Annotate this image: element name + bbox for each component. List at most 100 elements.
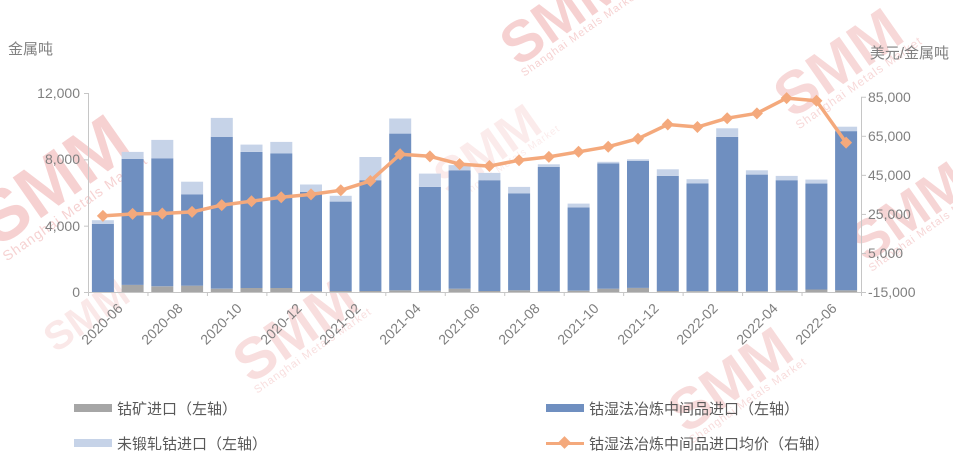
bar-segment	[300, 192, 322, 292]
bar-segment	[91, 220, 114, 224]
legend-item-unwrought-cobalt: 未锻轧钴进口（左轴）	[74, 434, 268, 453]
legend-swatch-lightblue-bar	[74, 439, 112, 447]
bar-segment	[270, 153, 293, 288]
bar-segment	[656, 175, 679, 291]
bar-segment	[240, 288, 263, 292]
bar-segment	[478, 180, 501, 291]
legend-swatch-gray-bar	[74, 404, 112, 412]
bar-segment	[151, 158, 174, 287]
bar-segment	[181, 285, 204, 292]
bar-segment	[567, 207, 590, 291]
bar-segment	[627, 161, 649, 288]
legend-item-average-price: 钴湿法冶炼中间品进口均价（右轴）	[546, 434, 830, 453]
line-marker-diamond	[186, 205, 199, 218]
line-marker-diamond	[126, 207, 139, 220]
line-marker-diamond	[750, 107, 763, 120]
legend-label: 未锻轧钴进口（左轴）	[117, 435, 268, 453]
left-axis-tick-label: 0	[72, 284, 80, 300]
bar-segment	[329, 291, 352, 292]
line-marker-diamond	[631, 132, 645, 145]
right-axis-tick-label: 65,000	[868, 127, 911, 144]
bar-segment	[300, 291, 322, 292]
bar-segment	[508, 290, 531, 292]
line-marker-diamond	[364, 174, 377, 187]
bar-segment	[359, 180, 382, 291]
bar-segment	[775, 180, 798, 291]
right-axis-tick-label: 85,000	[868, 88, 911, 105]
bar-segment	[716, 291, 739, 292]
line-marker-diamond	[334, 184, 347, 197]
bar-segment	[448, 170, 471, 289]
bar-segment	[389, 133, 412, 291]
bar-segment	[537, 167, 560, 292]
legend-item-cobalt-ore: 钴矿进口（左轴）	[74, 399, 238, 418]
line-marker-diamond	[691, 120, 704, 134]
bar-segment	[835, 290, 858, 292]
bar-segment	[597, 288, 620, 292]
legend-swatch-darkblue-bar	[546, 404, 584, 412]
bar-segment	[835, 126, 858, 132]
right-axis-tick-label: 45,000	[868, 166, 911, 183]
legend-label: 钴湿法冶炼中间品进口均价（右轴）	[589, 435, 830, 453]
bar-segment	[627, 159, 649, 161]
bar-segment	[656, 291, 679, 292]
bar-segment	[745, 291, 768, 292]
line-marker-diamond	[275, 191, 288, 204]
line-marker-diamond	[245, 195, 258, 208]
bar-segment	[240, 144, 263, 152]
bar-segment	[567, 203, 590, 208]
bar-segment	[151, 286, 174, 292]
line-marker-diamond	[513, 154, 526, 167]
bar-segment	[537, 164, 560, 167]
bar-segment	[389, 290, 412, 292]
bar-segment	[805, 183, 828, 290]
bar-segment	[329, 195, 352, 202]
right-axis-tick-label: 5,000	[868, 244, 904, 261]
bar-segment	[805, 179, 828, 184]
right-axis-unit-label: 美元/金属吨	[869, 45, 949, 62]
line-marker-diamond	[96, 209, 109, 222]
bar-segment	[270, 288, 293, 292]
bar-segment	[359, 291, 382, 292]
bar-segment	[300, 184, 322, 192]
bar-segment	[418, 290, 441, 292]
bar-segment	[508, 186, 531, 194]
bar-segment	[121, 159, 144, 285]
line-marker-diamond	[394, 148, 407, 161]
line-marker-diamond	[483, 160, 496, 173]
bar-segment	[775, 290, 798, 292]
bar-segment	[627, 287, 649, 292]
bar-segment	[597, 163, 620, 289]
line-marker-diamond	[780, 92, 793, 105]
bar-segment	[656, 169, 679, 176]
bar-segment	[418, 186, 441, 291]
bar-segment	[567, 290, 590, 292]
line-marker-diamond	[602, 140, 615, 153]
bar-segment	[121, 284, 144, 292]
bar-segment	[478, 291, 501, 292]
bar-segment	[210, 117, 233, 137]
bar-segment	[686, 183, 709, 292]
bar-segment	[121, 151, 144, 159]
bar-segment	[745, 174, 768, 292]
bar-segment	[210, 288, 233, 292]
bar-segment	[716, 128, 739, 137]
bar-segment	[329, 201, 352, 291]
legend-label: 钴矿进口（左轴）	[117, 400, 238, 418]
bar-segment	[418, 173, 441, 187]
bar-segment	[686, 291, 709, 292]
legend-label: 钴湿法冶炼中间品进口（左轴）	[589, 400, 800, 418]
bar-segment	[686, 179, 709, 184]
line-marker-diamond	[572, 145, 585, 158]
bar-segment	[240, 151, 263, 288]
line-marker-diamond	[423, 150, 436, 163]
left-axis-tick-label: 12,000	[37, 85, 80, 101]
left-axis-tick-label: 8,000	[44, 151, 80, 168]
bar-segment	[448, 288, 471, 292]
bar-segment	[537, 291, 560, 292]
bar-segment	[805, 289, 828, 292]
right-axis-tick-label: 25,000	[868, 205, 911, 222]
bar-segment	[181, 194, 204, 286]
